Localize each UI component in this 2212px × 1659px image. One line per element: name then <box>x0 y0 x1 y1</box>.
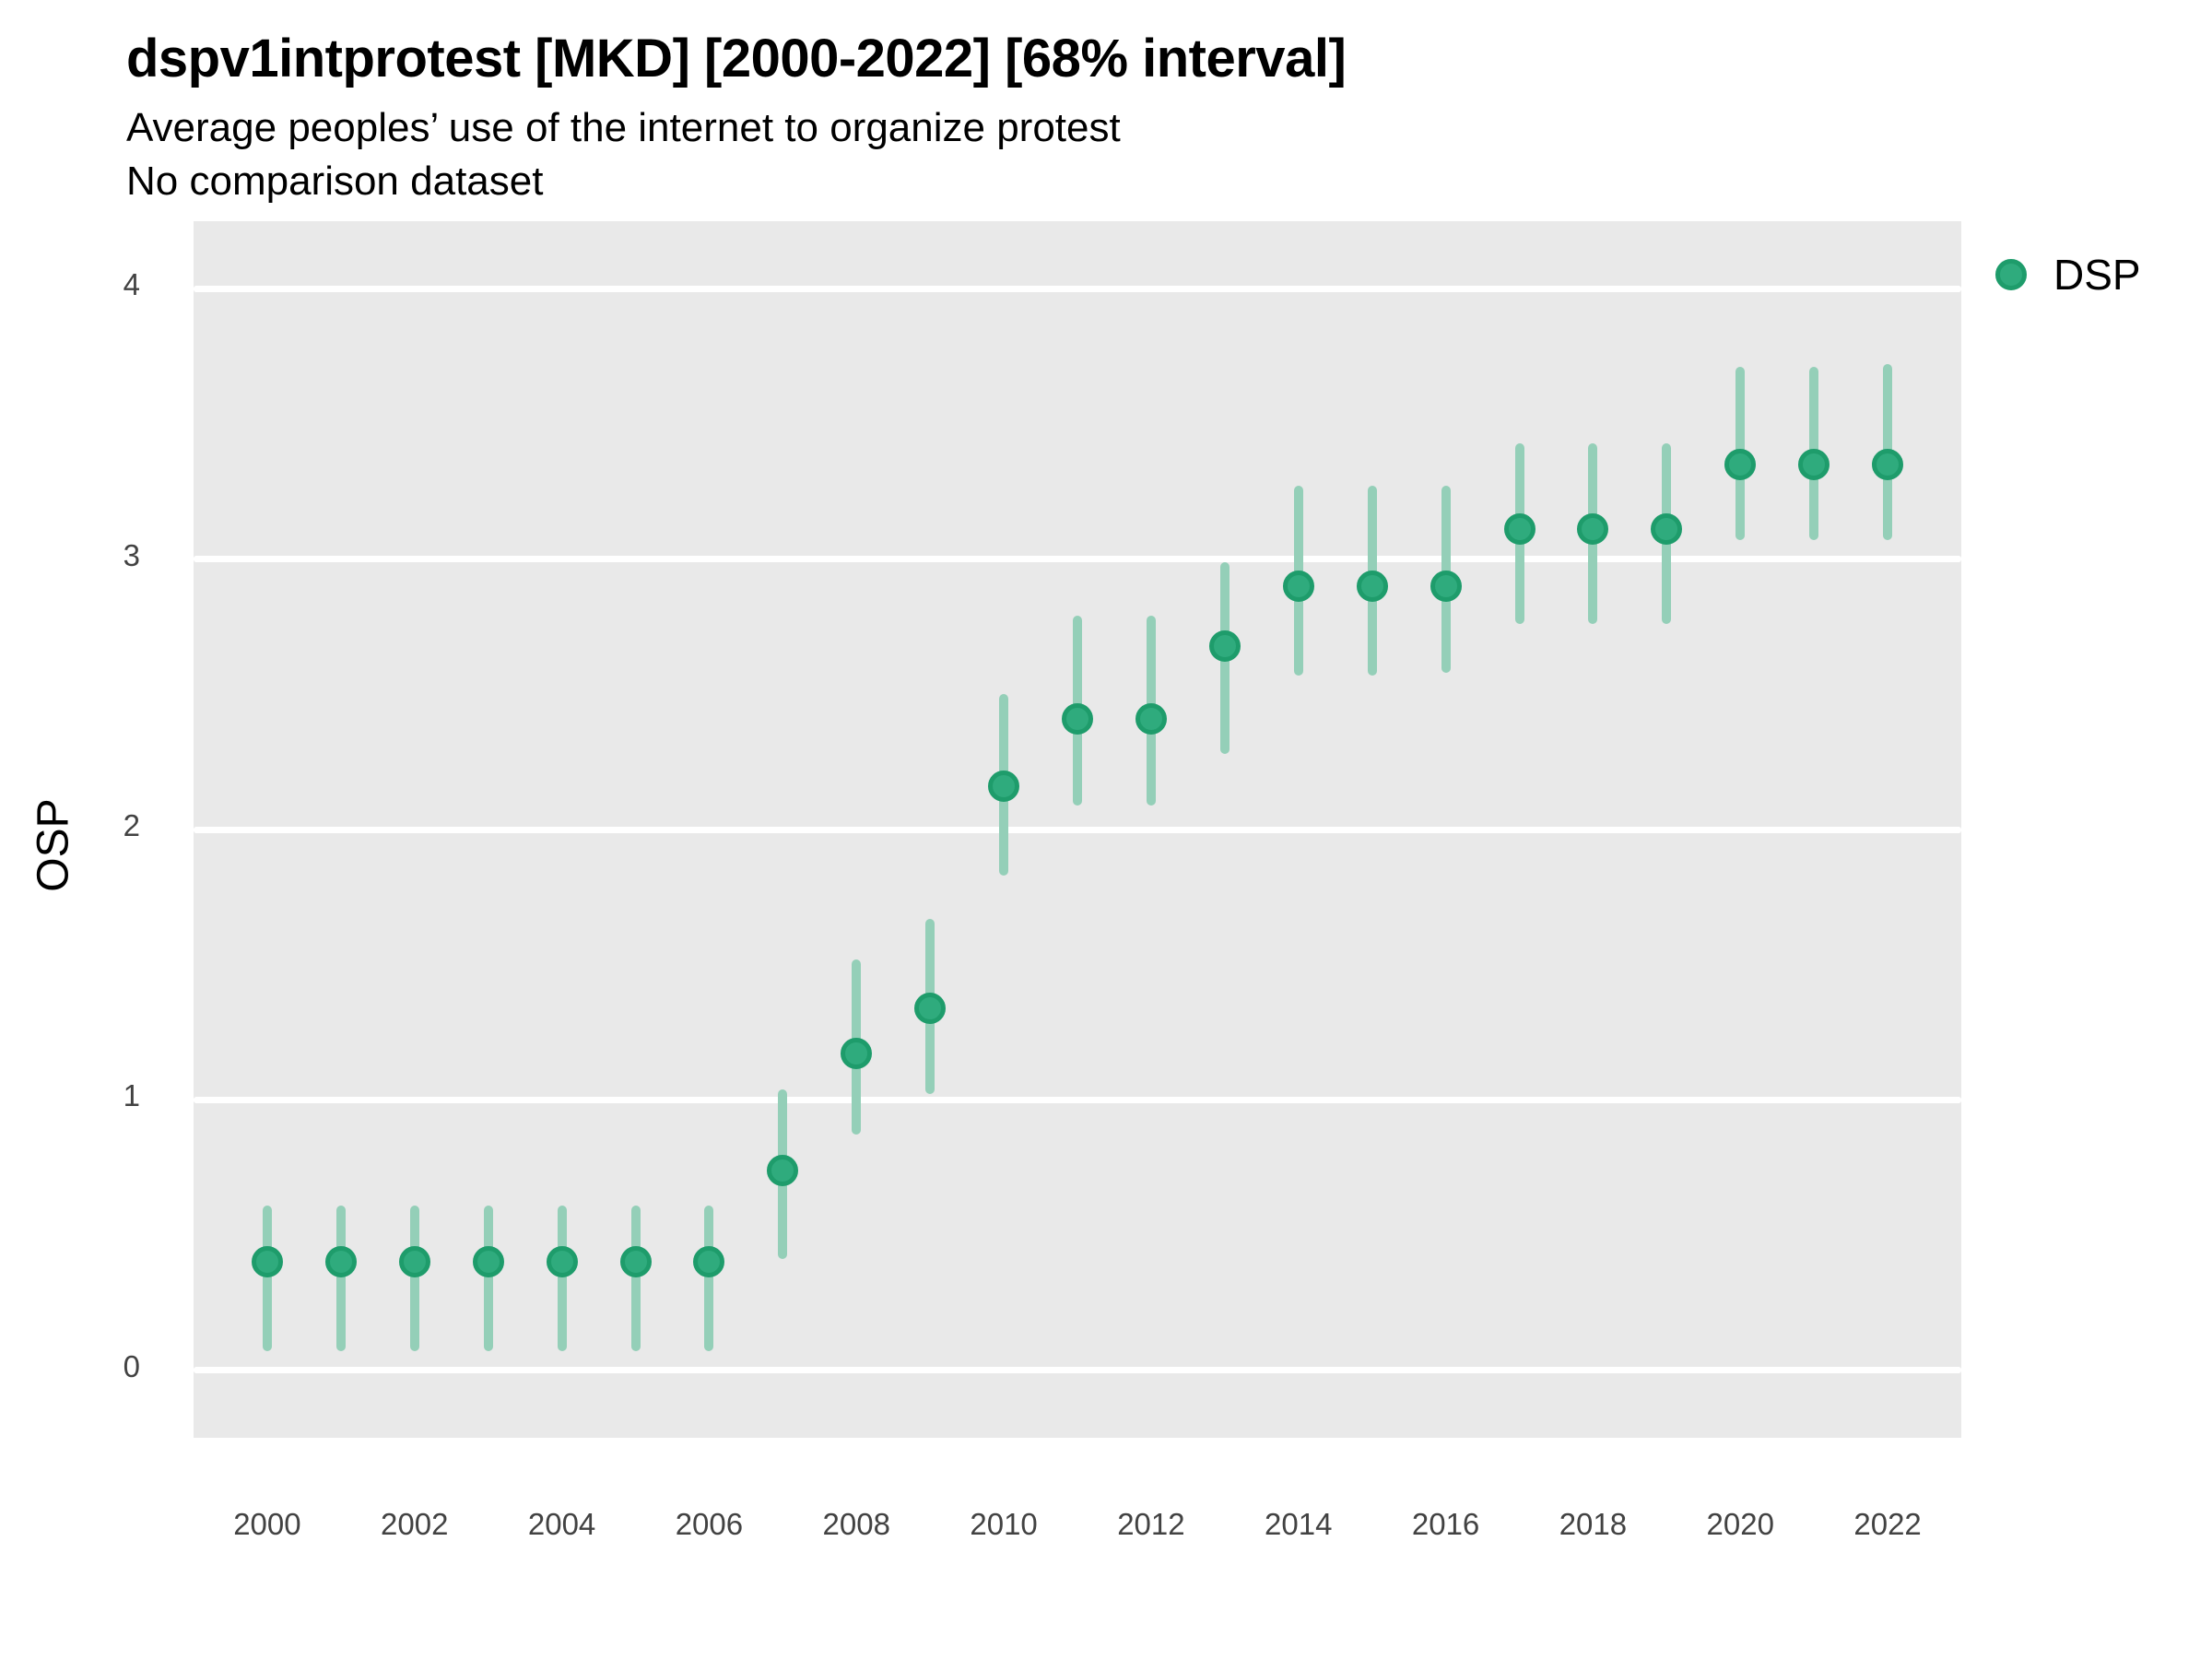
data-point <box>1724 449 1757 480</box>
data-point <box>472 1246 504 1278</box>
x-tick-label: 2016 <box>1411 1507 1480 1541</box>
error-bar <box>262 1205 272 1352</box>
data-point <box>1282 571 1314 602</box>
x-tick-label: 2018 <box>1559 1507 1628 1541</box>
data-point <box>1430 571 1462 602</box>
data-point <box>546 1246 578 1278</box>
data-point <box>1208 629 1241 662</box>
x-tick-label: 2002 <box>381 1507 449 1541</box>
legend-point-icon <box>1995 259 2027 290</box>
data-point <box>1798 449 1830 480</box>
gridline <box>194 826 1961 833</box>
legend-label: DSP <box>2053 251 2141 299</box>
y-tick-label: 3 <box>123 537 140 572</box>
gridline <box>194 556 1961 563</box>
chart-subtitle: Average peoples’ use of the internet to … <box>126 105 1121 150</box>
data-point <box>693 1246 725 1278</box>
error-bar <box>409 1205 419 1352</box>
gridline <box>194 1096 1961 1103</box>
x-tick-label: 2008 <box>822 1507 890 1541</box>
data-point <box>1135 702 1167 735</box>
data-point <box>1872 449 1904 480</box>
y-tick-label: 4 <box>123 267 140 302</box>
x-tick-label: 2022 <box>1853 1507 1922 1541</box>
x-tick-label: 2010 <box>970 1507 1038 1541</box>
data-point <box>1577 513 1609 546</box>
error-bar <box>704 1205 714 1352</box>
data-point <box>914 992 947 1024</box>
error-bar <box>557 1205 567 1352</box>
gridline <box>194 1367 1961 1374</box>
data-point <box>1062 702 1093 735</box>
x-tick-label: 2000 <box>233 1507 301 1541</box>
error-bar <box>483 1205 493 1352</box>
data-point <box>398 1246 430 1278</box>
gridline <box>194 285 1961 292</box>
data-point <box>1651 513 1683 546</box>
data-point <box>324 1246 357 1278</box>
data-point <box>1356 571 1388 602</box>
x-tick-label: 2012 <box>1117 1507 1185 1541</box>
data-point <box>1503 513 1535 546</box>
error-bar <box>335 1205 346 1352</box>
data-point <box>988 771 1020 803</box>
chart-note: No comparison dataset <box>126 159 544 204</box>
y-tick-label: 1 <box>123 1078 140 1113</box>
chart-title: dspv1intprotest [MKD] [2000-2022] [68% i… <box>126 29 1347 88</box>
x-tick-label: 2020 <box>1706 1507 1774 1541</box>
x-tick-label: 2006 <box>675 1507 744 1541</box>
y-tick-label: 2 <box>123 808 140 842</box>
data-point <box>251 1246 283 1278</box>
y-tick-label: 0 <box>123 1348 140 1383</box>
data-point <box>767 1154 799 1186</box>
x-tick-label: 2004 <box>527 1507 596 1541</box>
data-point <box>619 1246 652 1278</box>
x-tick-label: 2014 <box>1265 1507 1333 1541</box>
data-point <box>841 1038 873 1070</box>
error-bar <box>630 1205 641 1352</box>
